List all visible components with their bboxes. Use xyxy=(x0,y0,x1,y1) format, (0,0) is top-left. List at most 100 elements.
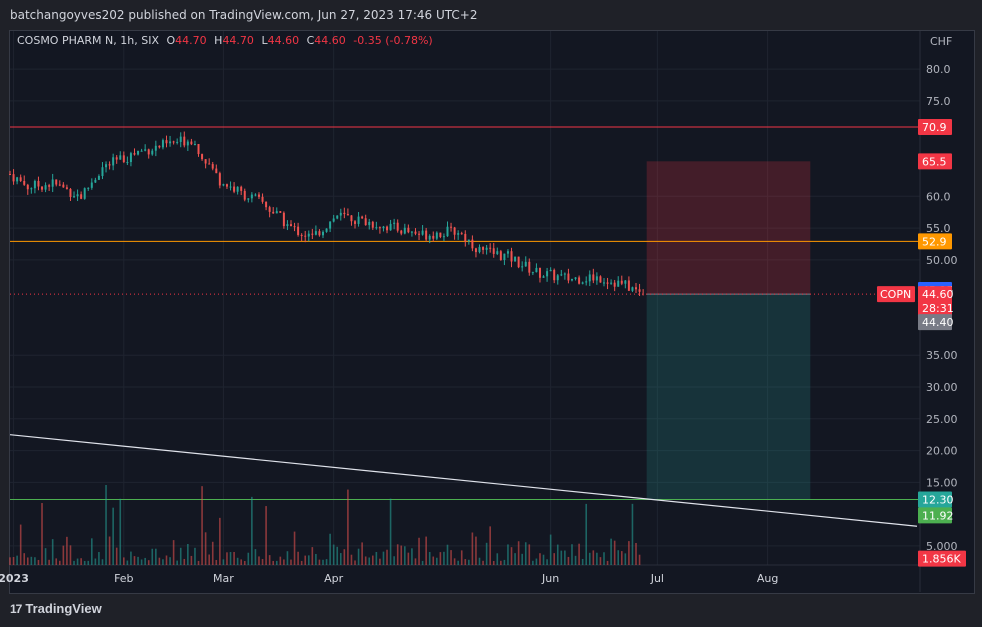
volume-bar xyxy=(588,552,591,565)
candle-body xyxy=(442,236,445,238)
volume-bar xyxy=(624,553,627,565)
candle-body xyxy=(243,190,246,200)
candle-body xyxy=(396,222,399,231)
volume-bar xyxy=(37,559,40,565)
volume-bar xyxy=(339,553,342,565)
candle-body xyxy=(595,276,598,281)
volume-bar xyxy=(628,541,630,565)
volume-bar xyxy=(279,556,282,565)
price-tag xyxy=(918,153,952,170)
currency-label: CHF xyxy=(930,35,952,48)
candle-body xyxy=(282,212,285,227)
candle-body xyxy=(108,164,111,166)
volume-bar xyxy=(19,524,22,565)
candle-body xyxy=(115,157,118,160)
candle-body xyxy=(361,216,364,219)
candle-body xyxy=(560,274,563,276)
volume-bar xyxy=(428,551,431,565)
publish-info: batchangoyves202 published on TradingVie… xyxy=(10,8,478,22)
volume-bar xyxy=(261,559,264,565)
volume-bar xyxy=(482,560,484,565)
volume-bar xyxy=(375,551,378,565)
volume-bar xyxy=(532,560,534,565)
volume-bar xyxy=(610,538,612,565)
volume-bar xyxy=(389,498,392,565)
candle-body xyxy=(314,231,317,235)
candle-body xyxy=(528,261,531,273)
volume-bar xyxy=(233,551,235,565)
volume-bar xyxy=(574,555,577,565)
candle-body xyxy=(165,140,168,144)
volume-bar xyxy=(162,559,164,565)
candle-body xyxy=(48,185,51,187)
candle-body xyxy=(414,231,417,234)
volume-bar xyxy=(489,526,491,565)
candle-body xyxy=(218,173,221,186)
volume-bar xyxy=(304,555,307,565)
candle-body xyxy=(368,221,371,226)
volume-bar xyxy=(556,544,559,565)
candle-body xyxy=(599,276,602,283)
candle-body xyxy=(482,247,485,250)
candle-body xyxy=(286,224,289,227)
candle-body xyxy=(154,145,157,151)
candle-body xyxy=(336,215,339,219)
candle-body xyxy=(403,227,406,234)
volume-bar xyxy=(272,560,275,565)
volume-bar xyxy=(386,549,388,565)
candle-body xyxy=(201,154,204,160)
candle-body xyxy=(563,273,566,275)
volume-bar xyxy=(48,559,50,565)
volume-bar xyxy=(414,558,417,565)
candle-body xyxy=(386,226,389,231)
tradingview-logo[interactable]: 17 TradingView xyxy=(10,601,102,616)
y-tick-label: 80.0 xyxy=(926,63,951,76)
candle-body xyxy=(428,235,431,240)
candle-body xyxy=(499,251,502,260)
candle-body xyxy=(592,274,595,281)
candle-body xyxy=(183,136,186,146)
take-profit-zone[interactable] xyxy=(646,294,811,500)
volume-bar xyxy=(464,559,467,565)
price-tag xyxy=(918,300,952,317)
candle-body xyxy=(9,174,11,176)
volume-bar xyxy=(468,559,470,565)
legend-high-value: 44.70 xyxy=(222,34,254,47)
volume-bar xyxy=(620,551,623,565)
candle-body xyxy=(55,179,58,185)
volume-bar xyxy=(286,551,289,565)
candle-body xyxy=(378,227,381,229)
candle-body xyxy=(58,184,61,186)
volume-bar xyxy=(126,560,129,565)
volume-bar xyxy=(475,536,477,565)
candle-body xyxy=(304,235,307,237)
candle-body xyxy=(169,141,172,144)
volume-bar xyxy=(613,540,616,565)
trend-line[interactable] xyxy=(9,434,918,527)
volume-bar xyxy=(204,532,207,565)
volume-bar xyxy=(372,555,374,565)
volume-bar xyxy=(492,560,495,565)
volume-bar xyxy=(496,553,499,565)
volume-bar xyxy=(98,552,100,565)
volume-bar xyxy=(581,558,584,565)
candle-body xyxy=(517,256,520,268)
volume-bar xyxy=(133,556,136,565)
candle-body xyxy=(410,231,413,233)
candle-body xyxy=(631,287,634,291)
volume-bar xyxy=(542,554,545,565)
volume-bar xyxy=(76,558,79,565)
candle-body xyxy=(101,167,104,177)
y-tick-label: 30.00 xyxy=(926,381,958,394)
candle-body xyxy=(83,188,86,199)
x-tick-label: Jun xyxy=(541,572,559,585)
candle-body xyxy=(229,186,232,188)
volume-bar xyxy=(393,556,395,565)
volume-bar xyxy=(347,489,349,565)
x-tick-label: Feb xyxy=(114,572,133,585)
candle-body xyxy=(371,221,374,228)
stop-loss-zone[interactable] xyxy=(646,161,811,295)
volume-bar xyxy=(208,554,210,565)
volume-bar xyxy=(318,559,321,565)
